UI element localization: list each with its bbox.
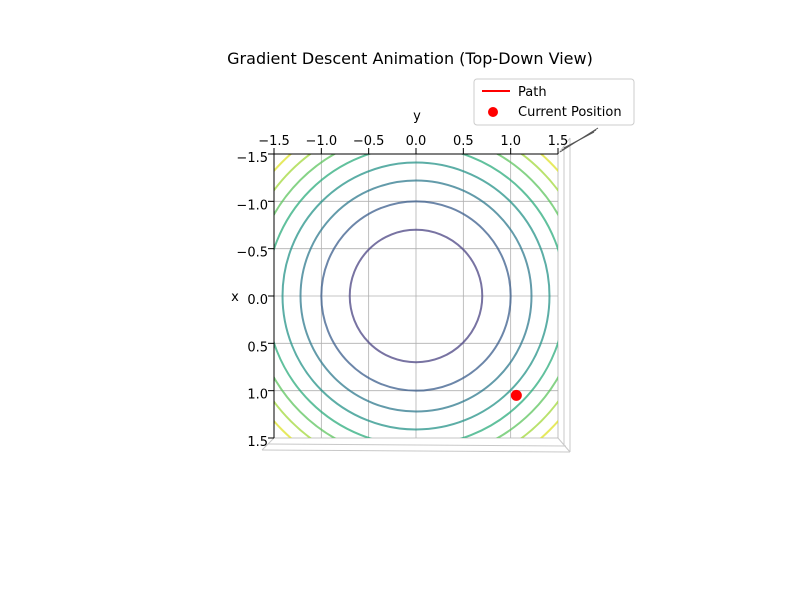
- x-axis-label: x: [231, 290, 239, 305]
- left-tick-label-5: 1.0: [247, 388, 268, 403]
- left-tick-label-3: 0.0: [247, 293, 268, 308]
- contour-level-1: [320, 200, 512, 392]
- legend-box: [473, 78, 635, 126]
- top-tick-label-2: −0.5: [353, 134, 385, 149]
- left-tick-label-0: −1.5: [236, 151, 268, 166]
- contour-level-3: [281, 161, 551, 431]
- left-axis-ticks: −1.5 −1.0 −0.5 0.0 0.5 1.0 1.5: [236, 151, 274, 450]
- contour-lines: [274, 154, 558, 438]
- contour-level-0: [348, 228, 484, 364]
- legend-label-path: Path: [518, 85, 547, 100]
- left-tick-label-4: 0.5: [247, 340, 268, 355]
- left-tick-label-6: 1.5: [247, 435, 268, 450]
- top-tick-label-6: 1.5: [548, 134, 569, 149]
- pane-edges: [261, 137, 571, 453]
- legend-swatch-current-position: [488, 107, 498, 117]
- left-tick-label-2: −0.5: [236, 246, 268, 261]
- series-layer: [510, 389, 522, 401]
- left-tick-label-1: −1.0: [236, 198, 268, 213]
- y-axis-label: y: [413, 109, 421, 124]
- top-tick-label-0: −1.5: [258, 134, 290, 149]
- top-tick-label-3: 0.0: [406, 134, 427, 149]
- top-axis-ticks: −1.5 −1.0 −0.5 0.0 0.5 1.0 1.5: [258, 134, 568, 154]
- legend: Path Current Position: [473, 78, 635, 126]
- current-position-point-0: [510, 389, 522, 401]
- top-tick-label-1: −1.0: [306, 134, 338, 149]
- top-tick-label-4: 0.5: [453, 134, 474, 149]
- z-axis-clutter: [559, 127, 599, 153]
- top-tick-label-5: 1.0: [500, 134, 521, 149]
- contour-level-2: [299, 179, 533, 413]
- chart-title: Gradient Descent Animation (Top-Down Vie…: [227, 49, 593, 68]
- legend-label-current-position: Current Position: [518, 105, 622, 120]
